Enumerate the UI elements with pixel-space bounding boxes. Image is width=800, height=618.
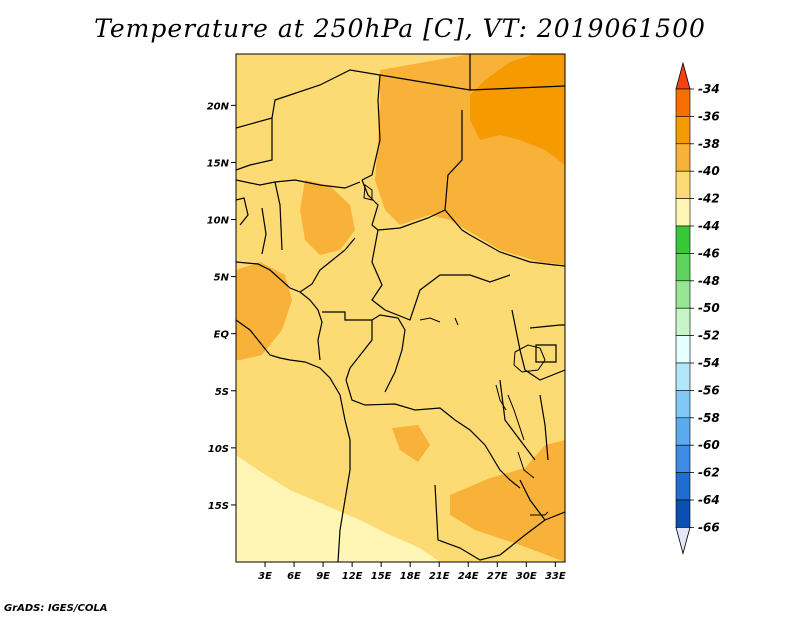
colorbar-label: -44: [698, 219, 720, 233]
colorbar-label: -42: [698, 192, 720, 206]
field-region-minus-38-lake: [392, 425, 430, 462]
x-tick-label: 24E: [458, 571, 479, 582]
y-tick-label: 5N: [214, 273, 230, 284]
colorbar-segment: [675, 143, 691, 172]
y-tick-label: 15N: [207, 158, 230, 169]
y-tick-label: 15S: [208, 501, 229, 512]
x-tick-label: 3E: [258, 571, 272, 582]
colorbar-segment: [675, 170, 691, 199]
colorbar-label: -50: [698, 301, 720, 315]
lake-outlines: [363, 184, 549, 516]
y-tick-label: 10N: [207, 216, 230, 227]
colorbar-segment: [675, 444, 691, 473]
colorbar-segment: [675, 390, 691, 419]
y-tick-label: 10S: [208, 444, 229, 455]
country-borders: [236, 54, 565, 562]
x-tick-label: 15E: [371, 571, 392, 582]
colorbar-label: -40: [698, 164, 720, 178]
map-title: Temperature at 250hPa [C], VT: 201906150…: [94, 14, 706, 43]
colorbar-label: -58: [698, 411, 720, 425]
temperature-field: [236, 54, 565, 562]
colorbar-label: -46: [698, 246, 720, 260]
y-tick-label: 5S: [215, 387, 229, 398]
colorbar-segment: [675, 253, 691, 282]
x-tick-label: 18E: [400, 571, 421, 582]
colorbar-segment: [675, 307, 691, 336]
colorbar-label: -66: [698, 520, 720, 534]
colorbar-label: -52: [698, 329, 720, 343]
colorbar-top-arrow: [675, 61, 691, 90]
field-region-minus-42: [236, 455, 440, 562]
y-tick-label: 20N: [207, 101, 230, 112]
y-axis: 20N 15N 10N 5N EQ 5S 10S 15S: [207, 101, 236, 512]
colorbar-label: -48: [698, 274, 720, 288]
colorbar-label: -56: [698, 383, 720, 397]
x-tick-label: 33E: [545, 571, 566, 582]
colorbar-label: -38: [698, 137, 720, 151]
colorbar-label: -64: [698, 493, 720, 507]
colorbar-segment: [675, 335, 691, 364]
x-tick-label: 9E: [316, 571, 330, 582]
x-tick-label: 12E: [342, 571, 363, 582]
field-region-minus-36: [470, 54, 565, 165]
colorbar-label: -54: [698, 356, 720, 370]
x-tick-label: 21E: [429, 571, 450, 582]
field-region-minus-38-west: [300, 180, 355, 255]
colorbar-segment: [675, 472, 691, 501]
colorbar-label: -60: [698, 438, 720, 452]
colorbar-segment: [675, 280, 691, 309]
x-tick-label: 6E: [287, 571, 301, 582]
field-region-minus-38-gulf: [236, 262, 292, 360]
x-tick-label: 27E: [487, 571, 508, 582]
colorbar-segment: [675, 417, 691, 446]
colorbar-label: -36: [698, 109, 720, 123]
colorbar-label: -34: [698, 82, 720, 96]
colorbar-segment: [675, 225, 691, 254]
x-axis: 3E 6E 9E 12E 15E 18E 21E 24E 27E 30E 33E: [258, 562, 566, 582]
colorbar-segment: [675, 198, 691, 227]
colorbar-legend: -34 -36 -38 -40 -42 -44 -46 -48 -50 -52 -54 -56 -58 -…: [675, 61, 720, 555]
colorbar-segment: [675, 116, 691, 145]
colorbar-bottom-arrow: [675, 527, 691, 555]
grads-credit: GrADS: IGES/COLA: [4, 603, 108, 614]
x-tick-label: 30E: [516, 571, 537, 582]
y-tick-label: EQ: [214, 330, 230, 341]
field-region-minus-38-southeast: [450, 440, 565, 562]
colorbar-segment: [675, 499, 691, 528]
colorbar-segment: [675, 88, 691, 117]
map-frame: [235, 53, 566, 563]
colorbar-segment: [675, 362, 691, 391]
colorbar-label: -62: [698, 466, 720, 480]
